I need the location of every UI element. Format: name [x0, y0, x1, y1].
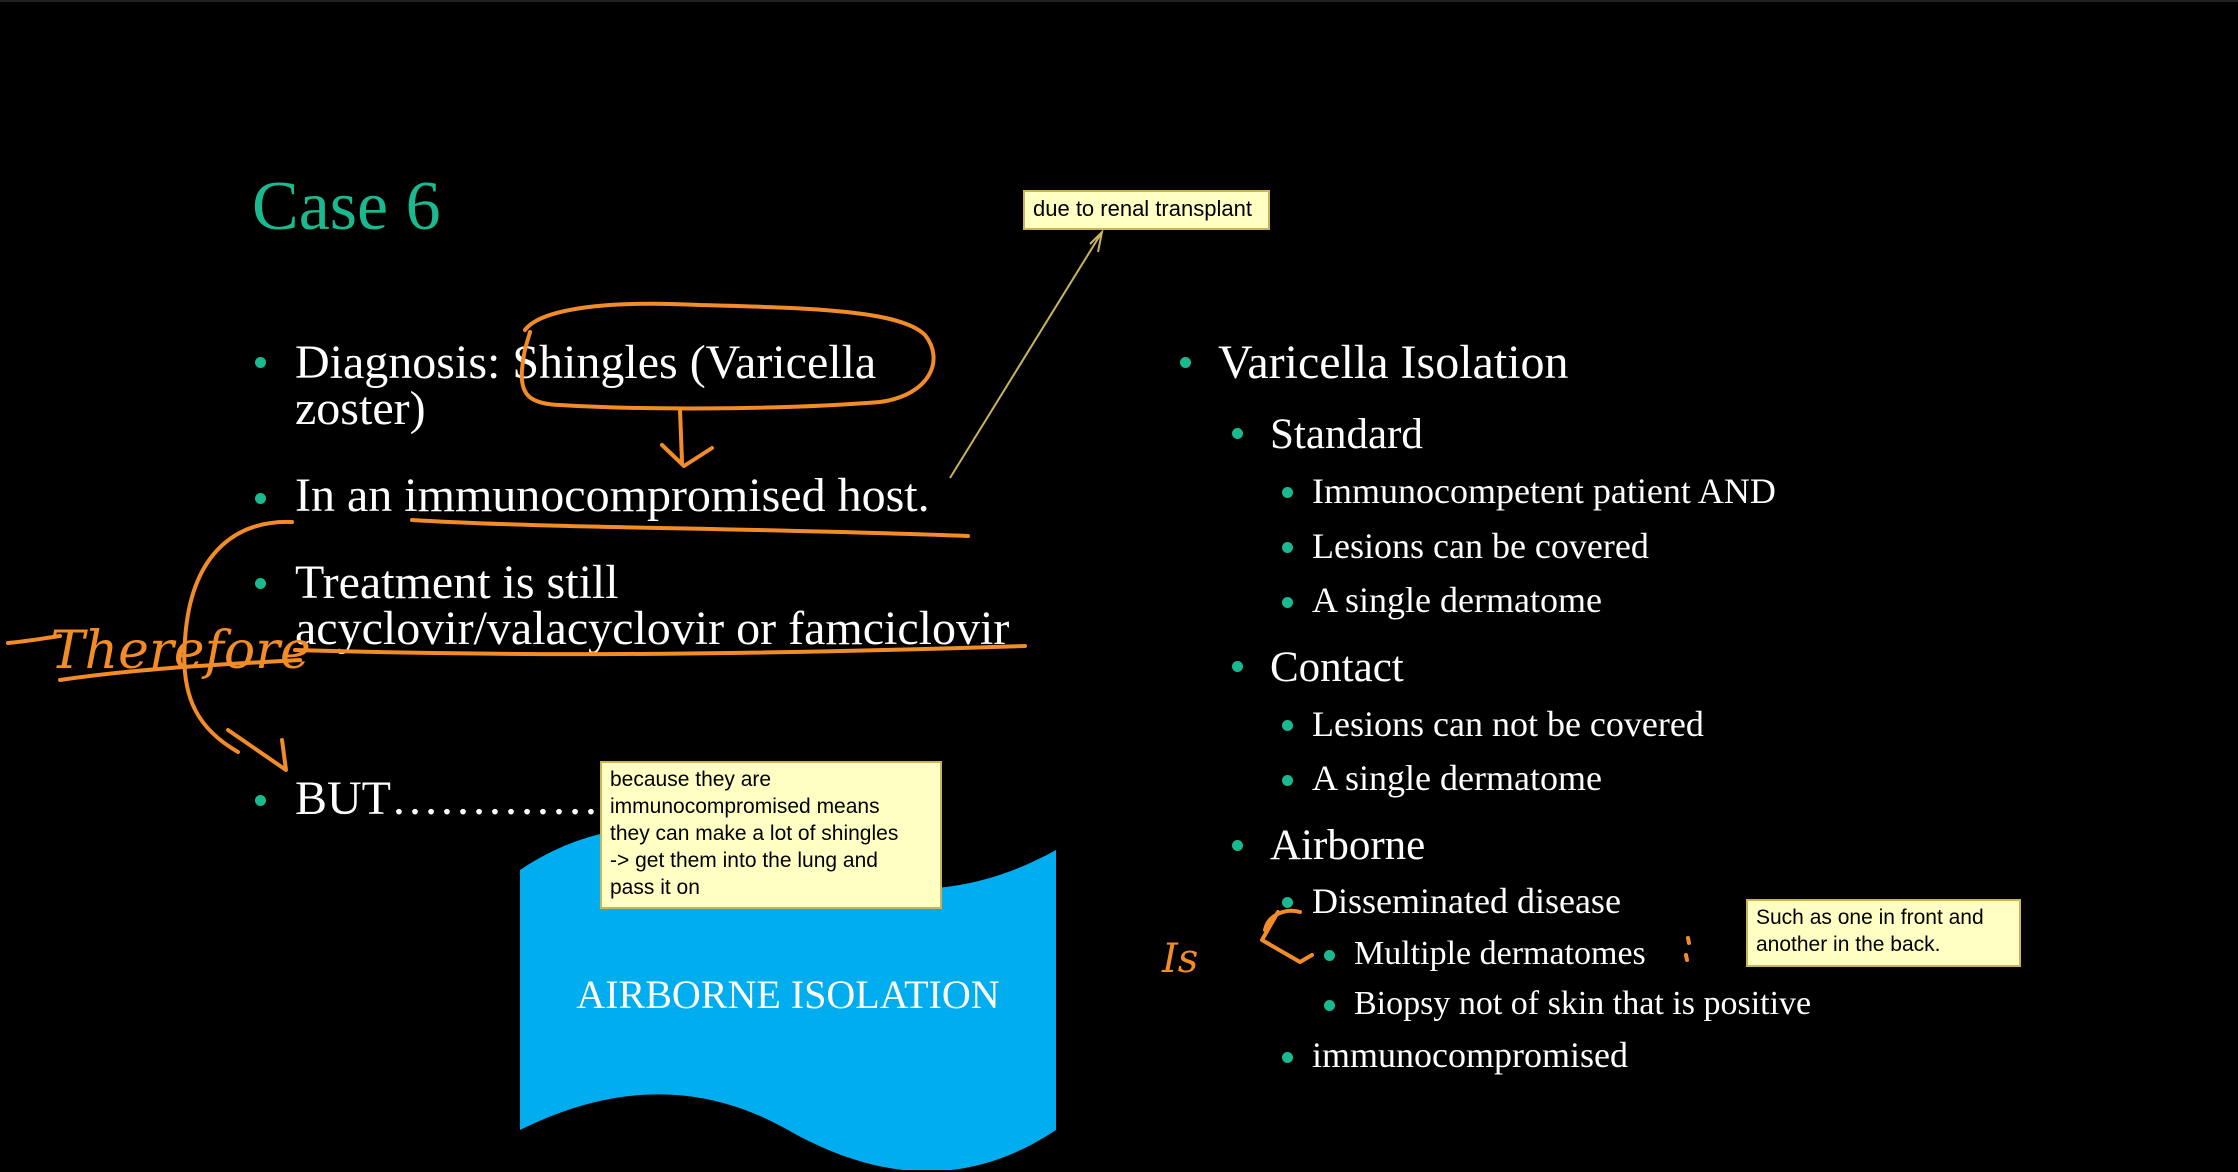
contact-item-2: A single dermatome [1312, 758, 1602, 798]
standard-label: Standard [1270, 411, 1423, 458]
bullet-dot [1232, 428, 1243, 439]
leader-line-renal [949, 231, 1103, 479]
standard-item-2: Lesions can be covered [1312, 526, 1649, 566]
bullet-dot [1282, 487, 1293, 498]
bullet-dot [1180, 357, 1191, 368]
contact-label: Contact [1270, 644, 1404, 691]
standard-item-3: A single dermatome [1312, 580, 1602, 620]
window-top-border [0, 0, 2238, 2]
note-because-line: pass it on [610, 876, 700, 899]
contact-item-1: Lesions can not be covered [1312, 704, 1704, 744]
left-point-diagnosis: Diagnosis: Shingles (Varicella zoster) [295, 336, 877, 435]
bullet-dot [1232, 840, 1243, 851]
slide-title: Case 6 [252, 168, 441, 245]
bullet-dot [1282, 897, 1293, 908]
disseminated-disease: Disseminated disease [1312, 881, 1621, 921]
note-because-line: immunocompromised means [610, 795, 880, 818]
immunocompromised-item: immunocompromised [1312, 1035, 1628, 1075]
note-renal-text: due to renal transplant [1033, 196, 1252, 221]
underline-therefore [58, 658, 302, 682]
airborne-isolation-banner: AIRBORNE ISOLATION [520, 830, 1056, 1170]
note-front-back-line: Such as one in front and [1756, 906, 1984, 929]
is-arrow-head [1260, 910, 1314, 964]
biopsy-item: Biopsy not of skin that is positive [1354, 985, 1812, 1022]
bullet-dot [255, 578, 266, 589]
bullet-dot [255, 795, 266, 806]
bullet-dot [1282, 597, 1293, 608]
bracket-arrow-head [226, 728, 288, 772]
arrow-down-head [660, 443, 714, 468]
bullet-dot [1282, 775, 1293, 786]
handwritten-is: Is [1161, 936, 1198, 982]
diagnosis-line-1: Diagnosis: Shingles (Varicella [295, 336, 877, 389]
note-renal-transplant[interactable]: due to renal transplant [1023, 190, 1270, 230]
banner-label: AIRBORNE ISOLATION [576, 972, 999, 1017]
bullet-dot [255, 493, 266, 504]
left-point-host: In an immunocompromised host. [295, 469, 930, 522]
treatment-line-1: Treatment is still [295, 556, 619, 609]
left-point-treatment: Treatment is still acyclovir/valacyclovi… [295, 556, 1010, 655]
note-because-line: because they are [610, 768, 772, 791]
note-front-back-line: another in the back. [1756, 933, 1941, 956]
bullet-dot [1282, 720, 1293, 731]
banner-shape [520, 830, 1056, 1170]
note-because-line: -> get them into the lung and [610, 849, 878, 872]
host-line: In an immunocompromised host. [295, 469, 930, 522]
bullet-dot [1282, 542, 1293, 553]
but-line: BUT…………… [295, 772, 631, 825]
diagnosis-line-2: zoster) [295, 382, 426, 435]
handwritten-therefore: Therefore [50, 621, 311, 681]
underline-immunocompromised [410, 518, 970, 538]
multiple-dermatomes: Multiple dermatomes [1354, 935, 1646, 972]
varicella-isolation-heading: Varicella Isolation [1218, 336, 1569, 389]
bullet-dot [1232, 661, 1243, 672]
bullet-dot [255, 357, 266, 368]
left-point-but: BUT…………… [295, 772, 631, 825]
therefore-dash [6, 634, 62, 645]
bullet-dot [1324, 950, 1335, 961]
treatment-line-2: acyclovir/valacyclovir or famciclovir [295, 602, 1010, 655]
bracket-curve [182, 519, 294, 754]
bullet-dot [1324, 1000, 1335, 1011]
bullet-dot [1282, 1052, 1293, 1063]
colon-marks [1684, 936, 1691, 962]
note-front-back[interactable]: Such as one in front and another in the … [1746, 899, 2021, 967]
note-because-immunocompromised[interactable]: because they are immunocompromised means… [600, 761, 942, 909]
is-arrow-curve [1263, 909, 1302, 932]
note-because-line: they can make a lot of shingles [610, 822, 899, 845]
standard-item-1: Immunocompetent patient AND [1312, 471, 1776, 511]
leader-arrow-head [1089, 228, 1104, 253]
airborne-label: Airborne [1270, 822, 1426, 869]
